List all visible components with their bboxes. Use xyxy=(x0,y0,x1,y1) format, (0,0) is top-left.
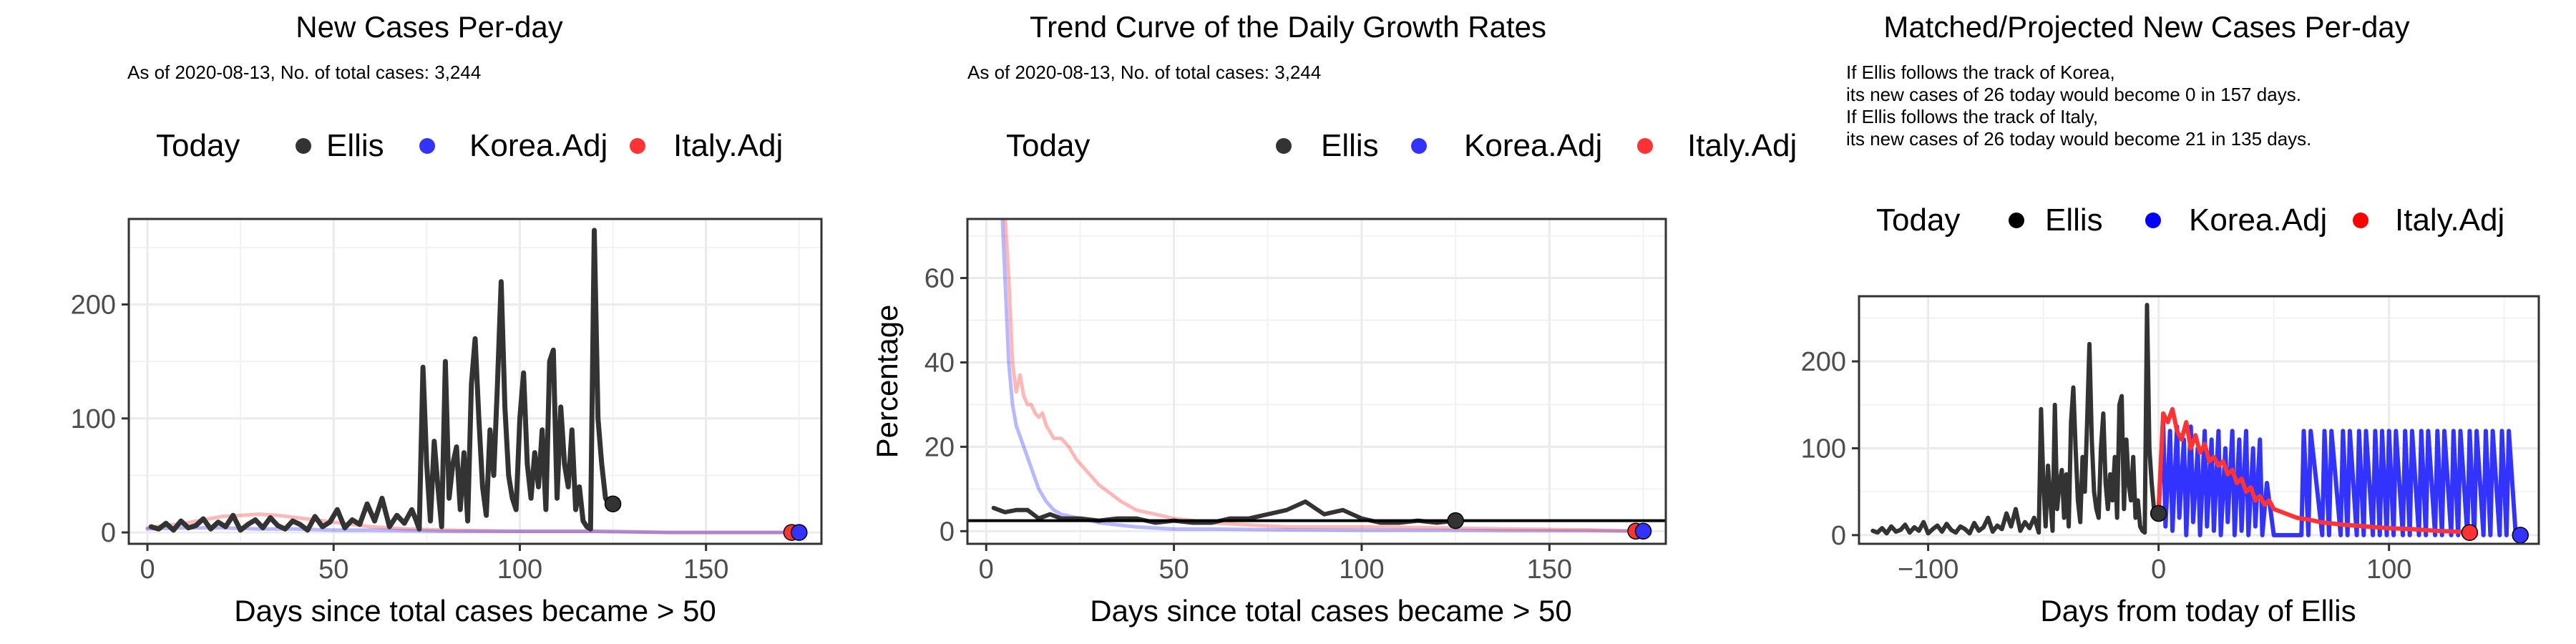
legend-title: Today xyxy=(156,128,240,163)
today-marker-korea-adj xyxy=(791,524,808,541)
legend-title: Today xyxy=(1876,203,1961,238)
legend-title: Today xyxy=(1006,128,1091,163)
today-marker-korea-adj xyxy=(2512,527,2529,544)
subtitle-line: its new cases of 26 today would become 0… xyxy=(1846,84,2301,105)
legend-label-korea: Korea.Adj xyxy=(469,128,608,163)
series-group xyxy=(145,228,798,535)
x-tick-label: 0 xyxy=(979,555,994,585)
subtitle-line: If Ellis follows the track of Italy, xyxy=(1846,106,2099,127)
today-marker-ellis xyxy=(1447,512,1464,530)
chart-title: New Cases Per-day xyxy=(296,10,563,44)
x-tick-label: 50 xyxy=(1158,555,1189,585)
legend-label-italy: Italy.Adj xyxy=(673,128,784,163)
plot-border xyxy=(1858,295,2540,545)
x-tick-label: 100 xyxy=(2366,555,2411,585)
chart-subtitle: As of 2020-08-13, No. of total cases: 3,… xyxy=(127,62,482,83)
legend-dot-korea xyxy=(2145,213,2161,228)
legend-dot-ellis xyxy=(296,138,311,154)
y-tick-label: 100 xyxy=(1801,434,1846,464)
y-tick-label: 0 xyxy=(101,518,116,548)
plot-border xyxy=(127,218,823,545)
subtitle-line: its new cases of 26 today would become 2… xyxy=(1846,128,2312,150)
series-group xyxy=(1870,303,2523,537)
legend-label-korea: Korea.Adj xyxy=(2189,203,2328,238)
series-line-korea-adj xyxy=(2156,420,2523,537)
chart-subtitle: If Ellis follows the track of Korea, its… xyxy=(1846,62,2311,150)
today-marker-italy-adj xyxy=(2461,524,2479,541)
legend-label-ellis: Ellis xyxy=(326,128,384,163)
y-tick-label: 0 xyxy=(1831,521,1846,551)
chart-title: Trend Curve of the Daily Growth Rates xyxy=(1029,10,1547,44)
y-tick-label: 200 xyxy=(1801,347,1846,377)
y-tick-label: 60 xyxy=(924,264,955,294)
x-tick-label: 100 xyxy=(497,555,542,585)
x-tick-label: 0 xyxy=(2151,555,2166,585)
y-tick-label: 0 xyxy=(940,517,955,547)
legend-dot-ellis xyxy=(2009,213,2024,228)
y-tick-label: 200 xyxy=(71,290,116,320)
plot-border xyxy=(966,218,1667,545)
legend-label-korea: Korea.Adj xyxy=(1464,128,1603,163)
legend-label-ellis: Ellis xyxy=(2045,203,2103,238)
series-line-ellis xyxy=(148,228,616,533)
x-axis-label: Days from today of Ellis xyxy=(2040,594,2356,628)
y-axis-label: Percentage xyxy=(870,305,904,459)
plot-area xyxy=(967,219,1666,544)
today-marker-korea-adj xyxy=(1634,522,1652,540)
x-tick-label: −100 xyxy=(1898,555,1959,585)
legend-label-ellis: Ellis xyxy=(1321,128,1379,163)
legend-dot-italy xyxy=(2353,213,2368,228)
series-line-italy-adj xyxy=(1003,219,1638,533)
x-tick-label: 150 xyxy=(1527,555,1572,585)
panel-projected-cases: Matched/Projected New Cases Per-day If E… xyxy=(1717,0,2576,644)
x-axis-label: Days since total cases became > 50 xyxy=(1090,594,1572,628)
chart-title: Matched/Projected New Cases Per-day xyxy=(1883,10,2410,44)
chart-svg-projected-cases: −100 0 100 0 100 200 Days from today of Ellis xyxy=(1801,295,2540,628)
series-line-italy-adj xyxy=(2156,406,2472,535)
legend-label-italy: Italy.Adj xyxy=(1687,128,1797,163)
chart-svg-new-cases: 0 50 100 150 0 100 200 Days since total cases b… xyxy=(71,218,823,628)
x-axis-label: Days since total cases became > 50 xyxy=(234,594,716,628)
subtitle-line: If Ellis follows the track of Korea, xyxy=(1846,62,2115,83)
x-tick-label: 100 xyxy=(1339,555,1384,585)
legend-label-italy: Italy.Adj xyxy=(2395,203,2505,238)
chart-subtitle: As of 2020-08-13, No. of total cases: 3,… xyxy=(967,62,1322,83)
legend-dot-ellis xyxy=(1276,138,1292,154)
legend-dot-korea xyxy=(1411,138,1427,154)
series-line-korea-adj xyxy=(145,526,798,535)
y-tick-label: 100 xyxy=(71,404,116,434)
today-marker-ellis xyxy=(604,495,622,512)
y-tick-label: 20 xyxy=(924,432,955,462)
legend-dot-italy xyxy=(630,138,645,154)
x-tick-label: 0 xyxy=(140,555,155,585)
legend-dot-italy xyxy=(1637,138,1653,154)
legend-dot-korea xyxy=(419,138,435,154)
chart-svg-growth-rates: 0 50 100 150 0 20 40 60 Days since total cases b… xyxy=(870,218,1667,628)
panel-growth-rates: Trend Curve of the Daily Growth Rates As… xyxy=(859,0,1797,644)
x-tick-label: 50 xyxy=(318,555,348,585)
today-marker-ellis xyxy=(2150,504,2167,522)
y-tick-label: 40 xyxy=(924,348,955,378)
panel-new-cases: New Cases Per-day As of 2020-08-13, No. … xyxy=(0,0,859,644)
x-tick-label: 150 xyxy=(683,555,728,585)
series-line-ellis xyxy=(1870,303,2161,536)
